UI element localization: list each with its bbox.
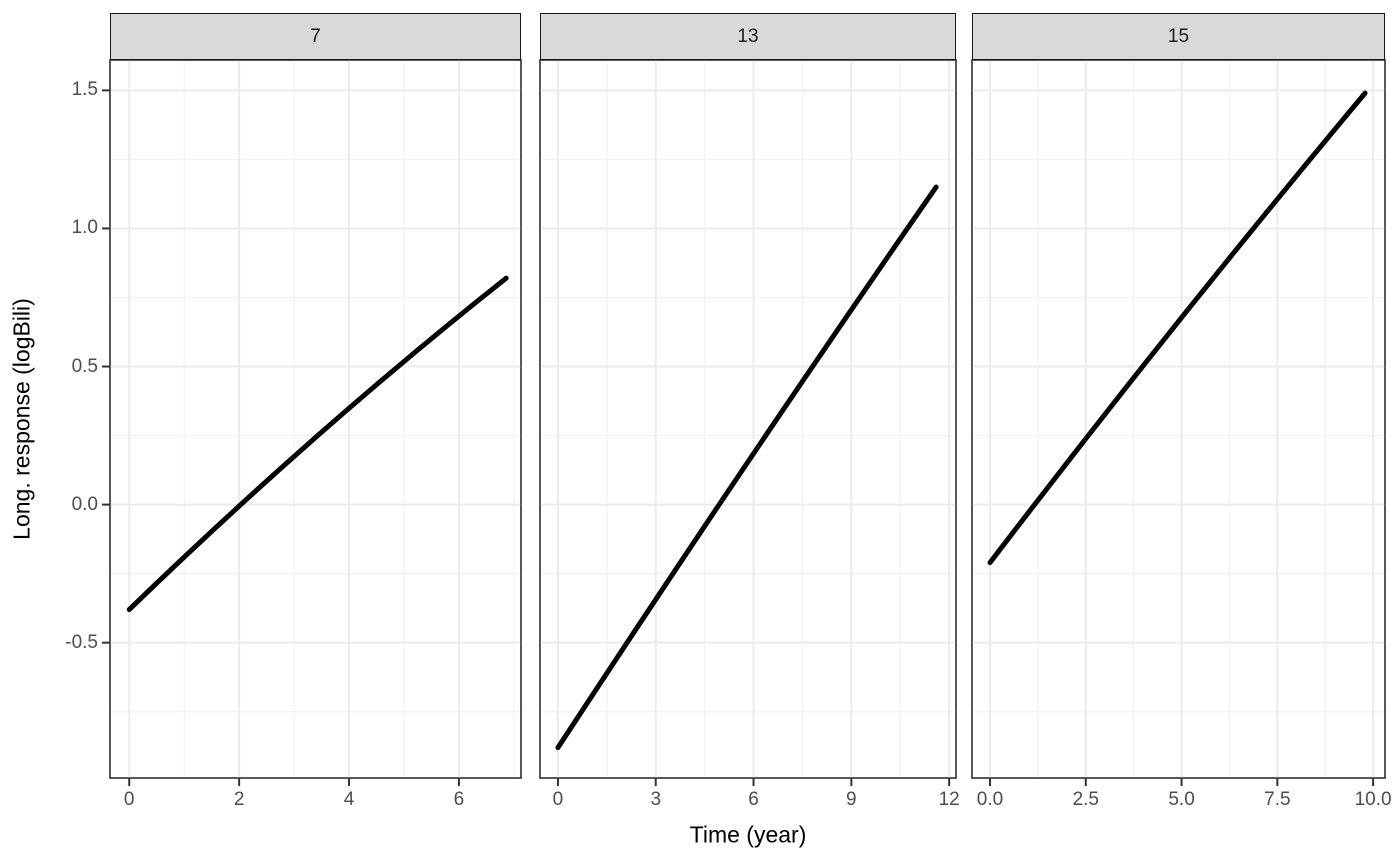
- panel-facet-15: [971, 59, 1386, 779]
- x-tick-label: 10.0: [1354, 789, 1392, 810]
- facet-strip-15: 15: [972, 13, 1385, 60]
- x-tick-label: 7.5: [1264, 789, 1291, 810]
- y-tick-label: 0.0: [71, 493, 98, 515]
- x-tick-label: 0: [552, 789, 564, 810]
- facet-strip-label: 7: [310, 25, 321, 47]
- x-tick-label: 0.0: [976, 789, 1004, 810]
- x-tick-label: 3: [650, 789, 662, 810]
- x-tick-label: 5.0: [1168, 789, 1195, 810]
- y-tick-label: 1.0: [71, 217, 98, 239]
- trend-line-facet-7: [126, 275, 509, 613]
- facet-strip-7: 7: [110, 13, 521, 60]
- panel-border-facet-13: [539, 59, 957, 779]
- x-tick-label: 0: [123, 789, 135, 810]
- y-tick-label: 1.5: [71, 79, 98, 101]
- x-tick-label: 6: [453, 789, 465, 810]
- trend-line-facet-15: [987, 90, 1368, 566]
- panel-border-facet-7: [109, 59, 522, 779]
- panel-facet-13: [539, 59, 957, 779]
- trend-line-facet-13: [555, 184, 939, 751]
- facet-strip-13: 13: [540, 13, 956, 60]
- panel-facet-7: [109, 59, 522, 779]
- x-tick-label: 9: [846, 789, 857, 810]
- x-tick-label: 2.5: [1072, 789, 1099, 810]
- y-tick-label: 0.5: [71, 355, 98, 377]
- panel-border-facet-15: [971, 59, 1386, 779]
- y-axis-title: Long. response (logBili): [8, 298, 35, 540]
- y-tick-label: -0.5: [65, 631, 98, 653]
- x-tick-label: 12: [938, 789, 960, 810]
- x-axis-title: Time (year): [689, 821, 807, 848]
- x-tick-label: 4: [343, 789, 355, 810]
- x-tick-label: 2: [233, 789, 245, 810]
- facet-strip-label: 13: [737, 25, 759, 47]
- x-tick-label: 6: [748, 789, 759, 810]
- facet-strip-label: 15: [1167, 25, 1190, 47]
